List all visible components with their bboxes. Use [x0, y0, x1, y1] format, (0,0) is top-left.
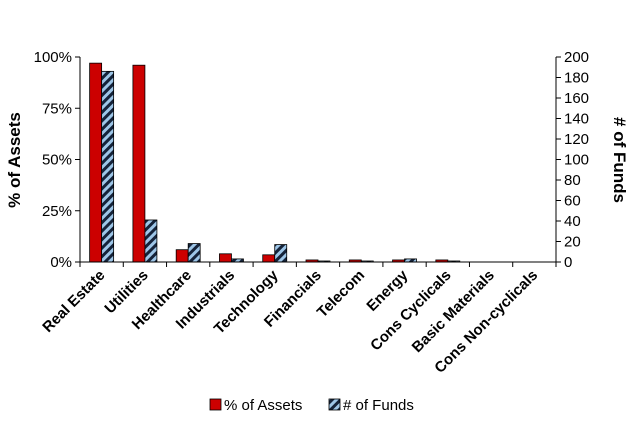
- bar-funds-4: [274, 244, 288, 263]
- y-tick-label-3: 75%: [42, 100, 72, 117]
- bar-assets-2: [175, 249, 189, 263]
- y2-tick-label-1: 20: [564, 234, 581, 251]
- bar-funds-0: [101, 70, 115, 263]
- y2-tick-label-8: 160: [564, 90, 589, 107]
- legend: % of Assets # of Funds: [209, 397, 414, 414]
- y2-tick-label-7: 140: [564, 111, 589, 128]
- y-tick-label-2: 50%: [42, 152, 72, 169]
- y2-tick-label-10: 200: [564, 49, 589, 66]
- bar-funds-1: [144, 219, 158, 263]
- y2-tick-label-9: 180: [564, 70, 589, 87]
- bar-assets-4: [262, 254, 276, 263]
- y2-tick-label-2: 40: [564, 213, 581, 230]
- y2-tick-label-4: 80: [564, 172, 581, 189]
- bar-assets-3: [219, 253, 232, 263]
- category-label-0: Real Estate: [39, 267, 108, 336]
- y2-tick-label-5: 100: [564, 152, 589, 169]
- y-tick-label-1: 25%: [42, 203, 72, 220]
- legend-swatch-assets: [209, 398, 222, 411]
- bar-funds-2: [187, 243, 201, 263]
- y-tick-label-0: 0%: [50, 254, 72, 271]
- y2-tick-label-3: 60: [564, 193, 581, 210]
- legend-label-funds: # of Funds: [343, 397, 414, 414]
- plot-area: [89, 62, 461, 263]
- bar-assets-1: [132, 64, 146, 263]
- legend-swatch-funds: [328, 398, 341, 411]
- y2-tick-label-0: 0: [564, 254, 572, 271]
- legend-label-assets: % of Assets: [224, 397, 302, 414]
- axes: Real EstateUtilitiesHealthcareIndustrial…: [34, 49, 589, 377]
- y2-axis-title: # of Funds: [610, 117, 629, 203]
- category-label-6: Telecom: [314, 267, 368, 321]
- y-axis-title: % of Assets: [5, 112, 24, 208]
- y2-tick-label-6: 120: [564, 131, 589, 148]
- y-tick-label-4: 100%: [34, 49, 72, 66]
- bar-assets-0: [89, 62, 103, 263]
